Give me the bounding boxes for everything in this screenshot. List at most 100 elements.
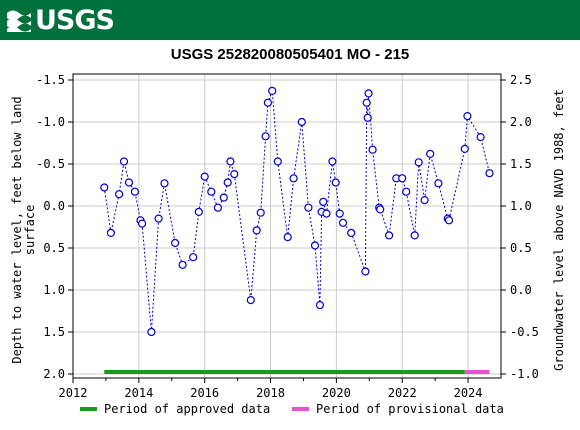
- data-point: [315, 301, 324, 310]
- left-tick-label: -0.5: [36, 157, 65, 171]
- usgs-header-bar: USGS: [0, 0, 580, 40]
- data-point: [194, 207, 203, 216]
- right-tick-label: 2.5: [510, 73, 532, 87]
- data-points: [100, 86, 494, 337]
- usgs-logo[interactable]: USGS: [6, 4, 115, 36]
- data-point: [119, 157, 129, 166]
- data-point: [398, 174, 407, 183]
- chart-legend: Period of approved data Period of provisi…: [80, 402, 504, 416]
- data-point: [485, 169, 494, 178]
- data-point: [328, 157, 337, 166]
- data-point: [319, 197, 328, 206]
- data-point: [362, 98, 371, 107]
- data-point: [114, 190, 124, 199]
- x-tick-label: 2024: [454, 386, 483, 400]
- data-point: [331, 178, 340, 187]
- data-point: [338, 218, 348, 227]
- data-point: [476, 133, 485, 142]
- data-point: [273, 157, 282, 166]
- x-axis-ticks: 2012 2014 2016 2018 2020 2022 2024: [59, 378, 483, 400]
- right-axis-label: Groundwater level above NAVD 1988, feet: [552, 89, 566, 371]
- x-tick-label: 2016: [190, 386, 219, 400]
- data-point: [230, 170, 239, 179]
- legend-label: Period of approved data: [104, 402, 270, 416]
- data-point: [268, 86, 277, 96]
- data-point: [261, 132, 270, 141]
- left-axis-label-line2: surface: [23, 205, 37, 256]
- left-tick-label: 1.0: [43, 283, 65, 297]
- data-point: [444, 216, 454, 225]
- chart-grid: [72, 74, 501, 378]
- data-point: [178, 260, 187, 269]
- data-point: [310, 241, 320, 250]
- data-point: [368, 145, 377, 154]
- left-axis-label-line1: Depth to water level, feet below land: [10, 96, 24, 363]
- data-point: [263, 98, 272, 107]
- plot-frame: [72, 73, 502, 379]
- right-tick-label: -0.5: [510, 325, 539, 339]
- legend-label: Period of provisional data: [316, 402, 504, 416]
- usgs-wave-icon: [7, 10, 31, 32]
- left-tick-label: 0.5: [43, 241, 65, 255]
- data-point: [106, 228, 116, 237]
- x-tick-label: 2020: [322, 386, 351, 400]
- right-tick-label: -1.0: [510, 367, 539, 381]
- data-point: [335, 209, 344, 218]
- right-tick-label: 1.0: [510, 199, 532, 213]
- data-point: [207, 187, 216, 196]
- left-axis-ticks: -1.5 -1.0 -0.5 0.0 0.5 1.0 1.5 2.0: [36, 73, 73, 381]
- data-point: [289, 174, 298, 183]
- data-point: [200, 172, 209, 181]
- data-point: [256, 208, 265, 217]
- data-point: [410, 231, 419, 240]
- data-point: [304, 203, 313, 212]
- data-point: [223, 178, 232, 187]
- data-point: [154, 214, 163, 223]
- data-point: [252, 226, 261, 235]
- data-point: [124, 178, 134, 187]
- right-tick-label: 1.5: [510, 157, 532, 171]
- data-point: [246, 296, 255, 305]
- data-point: [364, 89, 373, 98]
- data-point: [414, 158, 423, 167]
- right-tick-label: 2.0: [510, 115, 532, 129]
- data-point: [297, 117, 306, 127]
- left-tick-label: 0.0: [43, 199, 65, 213]
- left-tick-label: 2.0: [43, 367, 65, 381]
- data-point: [376, 205, 385, 214]
- series-line: [103, 90, 490, 333]
- x-tick-label: 2012: [59, 386, 88, 400]
- left-tick-label: 1.5: [43, 325, 65, 339]
- x-tick-label: 2014: [124, 386, 153, 400]
- right-axis-ticks: 2.5 2.0 1.5 1.0 0.5 0.0 -0.5 -1.0: [501, 73, 539, 381]
- left-tick-label: -1.0: [36, 115, 65, 129]
- data-point: [226, 157, 235, 166]
- x-tick-label: 2018: [256, 386, 285, 400]
- chart-title: USGS 252820080505401 MO - 215: [171, 46, 410, 63]
- data-point: [100, 183, 109, 192]
- data-point: [189, 253, 198, 262]
- data-point: [347, 228, 356, 237]
- right-tick-label: 0.0: [510, 283, 532, 297]
- data-point: [283, 233, 292, 242]
- right-tick-label: 0.5: [510, 241, 532, 255]
- x-tick-label: 2022: [388, 386, 417, 400]
- data-point: [426, 149, 435, 158]
- data-point: [171, 238, 180, 248]
- data-point: [363, 113, 372, 122]
- usgs-logo-text: USGS: [35, 4, 115, 36]
- data-point: [434, 179, 443, 188]
- left-tick-label: -1.5: [36, 73, 65, 87]
- data-point: [420, 196, 429, 205]
- data-point: [460, 144, 469, 153]
- data-point: [385, 231, 394, 240]
- data-point: [138, 219, 147, 228]
- data-point: [130, 187, 139, 196]
- data-point: [213, 203, 222, 212]
- data-point: [219, 193, 228, 202]
- data-point: [361, 267, 370, 276]
- data-point: [160, 179, 169, 188]
- data-point: [463, 111, 472, 121]
- data-point: [322, 209, 331, 218]
